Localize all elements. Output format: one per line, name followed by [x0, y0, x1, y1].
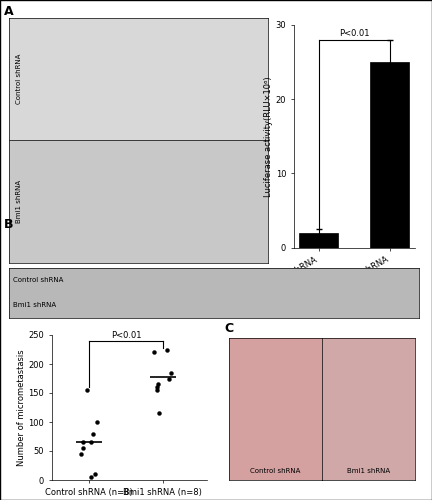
Bar [370, 62, 409, 248]
Point [83, 386, 90, 394]
Point [163, 346, 170, 354]
Point [87, 473, 94, 481]
Y-axis label: Number of micrometastasis: Number of micrometastasis [17, 349, 25, 466]
Text: Bmi1 shRNA: Bmi1 shRNA [16, 180, 22, 223]
Point [93, 418, 100, 426]
Text: B: B [4, 218, 14, 230]
Point [79, 438, 86, 446]
Point [89, 430, 96, 438]
Point [156, 410, 163, 418]
Point [151, 348, 158, 356]
Text: P<0.01: P<0.01 [111, 330, 141, 340]
Text: Bmi1 shRNA: Bmi1 shRNA [13, 302, 56, 308]
Point [154, 386, 161, 394]
Point [92, 470, 99, 478]
Point [165, 374, 172, 382]
Text: Bmi1 shRNA: Bmi1 shRNA [347, 468, 390, 474]
Text: P<0.01: P<0.01 [339, 28, 369, 38]
Text: A: A [4, 5, 14, 18]
Point [87, 438, 94, 446]
Point [154, 383, 161, 391]
Point [79, 444, 86, 452]
Point [168, 368, 175, 376]
Text: C: C [225, 322, 234, 336]
Text: Control shRNA: Control shRNA [16, 54, 22, 104]
Text: Control shRNA: Control shRNA [250, 468, 301, 474]
Point [154, 380, 161, 388]
Text: Control shRNA: Control shRNA [13, 277, 63, 283]
Point [78, 450, 85, 458]
Bar [299, 232, 338, 248]
Y-axis label: Luciferase activity(RLU×10⁶): Luciferase activity(RLU×10⁶) [264, 76, 273, 196]
